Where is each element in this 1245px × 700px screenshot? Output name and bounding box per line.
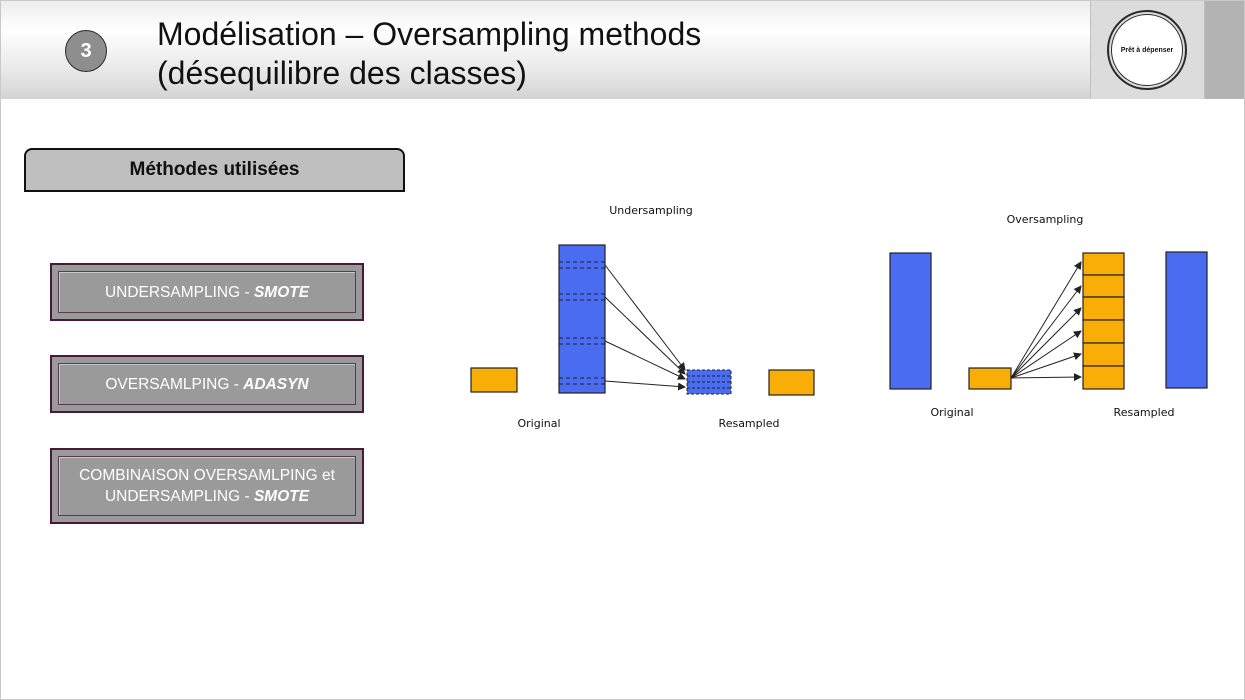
method-prefix: OVERSAMLPING - <box>105 375 244 393</box>
oversampling-arrows <box>1010 261 1082 382</box>
original-majority-bar <box>889 252 932 390</box>
logo-panel: Prêt à dépenser <box>1090 1 1205 99</box>
resampled-minority-bar <box>768 369 815 396</box>
oversampling-resampled-label: Resampled <box>1114 406 1175 419</box>
method-prefix: UNDERSAMPLING - <box>104 283 254 301</box>
step-number-badge: 3 <box>65 30 107 72</box>
method-label: OVERSAMLPING - ADASYN <box>58 363 356 405</box>
undersampling-arrows <box>604 264 686 391</box>
method-prefix-line1: COMBINAISON OVERSAMLPING et <box>79 467 335 484</box>
undersampling-resampled-label: Resampled <box>719 417 780 430</box>
resampled-majority-bar <box>1165 251 1208 389</box>
synthetic-minority-stack <box>1082 252 1125 390</box>
logo-text: Prêt à dépenser <box>1120 46 1174 54</box>
slide-header <box>1 1 1244 99</box>
oversampling-original-label: Original <box>930 406 973 419</box>
logo: Prêt à dépenser <box>1107 10 1187 90</box>
method-combination-smote[interactable]: COMBINAISON OVERSAMLPING et UNDERSAMPLIN… <box>50 448 364 524</box>
method-undersampling-smote[interactable]: UNDERSAMPLING - SMOTE <box>50 263 364 321</box>
oversampling-diagram: Oversampling Original Resampled <box>889 213 1208 419</box>
resampled-slices <box>687 375 731 389</box>
page-title: Modélisation – Oversampling methods (dés… <box>157 15 701 93</box>
header-accent-bar <box>1204 1 1244 99</box>
undersampling-original-label: Original <box>517 417 560 430</box>
methods-heading: Méthodes utilisées <box>24 148 405 192</box>
method-prefix-line2: UNDERSAMPLING - <box>104 488 254 505</box>
majority-sample-slices <box>559 261 605 385</box>
method-technique: SMOTE <box>253 488 310 505</box>
method-label: COMBINAISON OVERSAMLPING et UNDERSAMPLIN… <box>58 456 356 516</box>
method-oversampling-adasyn[interactable]: OVERSAMLPING - ADASYN <box>50 355 364 413</box>
original-minority-bar <box>470 367 518 393</box>
title-line-1: Modélisation – Oversampling methods <box>157 16 702 52</box>
title-line-2: (désequilibre des classes) <box>157 55 527 91</box>
method-technique: ADASYN <box>243 375 309 393</box>
method-technique: SMOTE <box>253 283 310 301</box>
original-minority-bar <box>968 367 1012 390</box>
oversampling-title: Oversampling <box>1007 213 1084 226</box>
original-majority-bar <box>558 244 606 394</box>
method-label: UNDERSAMPLING - SMOTE <box>58 271 356 313</box>
undersampling-diagram: Undersampling Original Resampled <box>470 204 815 430</box>
undersampling-title: Undersampling <box>609 204 693 217</box>
